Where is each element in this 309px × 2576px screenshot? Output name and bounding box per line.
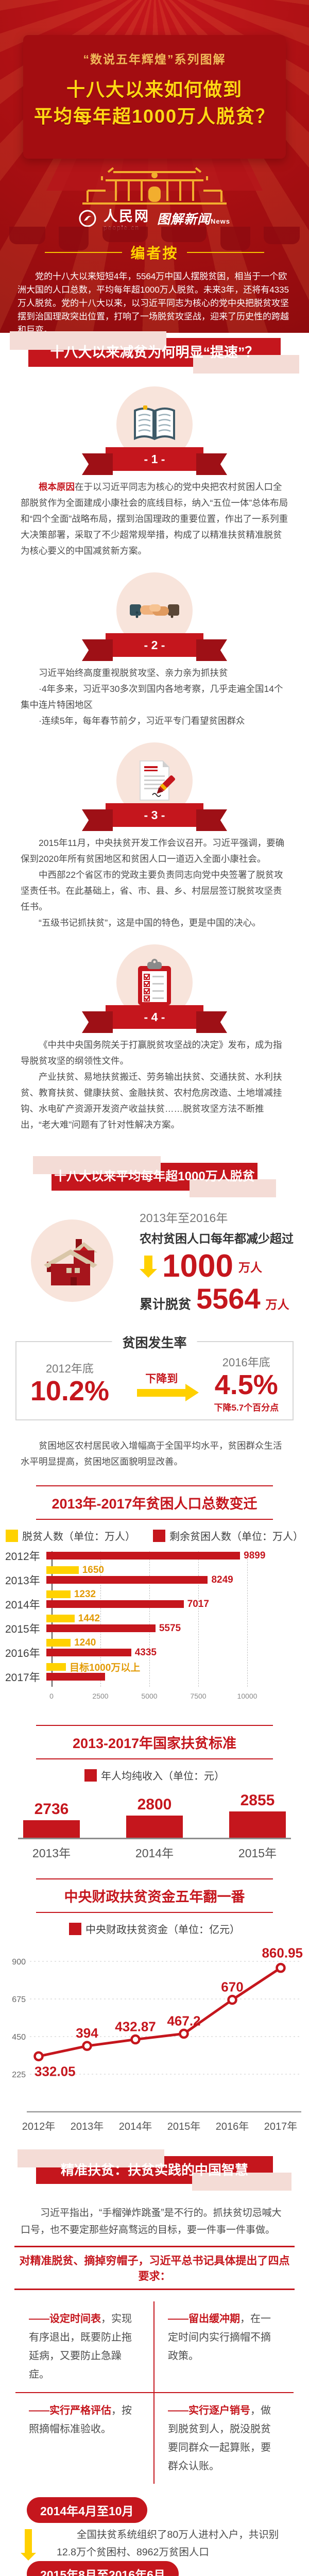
chart1-title: 2013年-2017年贫困人口总数变迁	[36, 1485, 273, 1520]
identification-timeline: 2014年4月至10月 全国扶贫系统组织了80万人进村入户，共识别12.8万个贫…	[0, 2497, 309, 2576]
right-arrow-icon	[136, 1383, 199, 1401]
poverty-population-chart: 0 2500 5000 7500 10000 2012年 9899 2013年 1650 8249…	[5, 1550, 266, 1701]
reason-3-section: - 3 - 2015年11月，中央扶贫开发工作会议召开。习近平强调，要确保到20…	[0, 742, 309, 931]
reason-2-section: - 2 - 习近平始终高度重视脱贫攻坚、亲力亲为抓扶贫 ·4年多来，习近平30多…	[0, 572, 309, 729]
brand-right: 图解新闻News	[157, 212, 230, 227]
poverty-reduction-stat: 2013年至2016年 农村贫困人口每年都减少超过 1000 万人 累计脱贫 5…	[15, 1208, 294, 1313]
requirement-cell: ——实行逐户销号，做到脱贫到人，脱没脱贫要同群众一起算账，要群众认账。	[168, 2405, 271, 2472]
stat-value-1000: 1000	[162, 1248, 233, 1284]
chart2-title: 2013-2017年国家扶贫标准	[36, 1725, 273, 1759]
timeline-period: 2015年8月至2016年6月	[27, 2561, 179, 2576]
svg-text:2014年: 2014年	[119, 2121, 152, 2132]
down-arrow-icon	[21, 2529, 36, 2561]
rate-2016: 4.5%	[214, 1369, 278, 1400]
four-requirements-header: 对精准脱贫、摘掉穷帽子，习近平总书记具体提出了四点要求：	[14, 2246, 295, 2290]
house-icon	[30, 1219, 113, 1302]
four-requirements-grid: ——设定时间表，实现有序退出，既要防止拖延病，又要防止急躁症。 ——留出缓冲期，…	[15, 2301, 294, 2484]
requirement-cell: ——留出缓冲期，在一定时间内实行摘帽不摘政策。	[154, 2301, 294, 2393]
editor-note-heading: 编者按	[130, 245, 179, 261]
svg-text:332.05: 332.05	[35, 2063, 76, 2079]
editor-note: 编者按 党的十八大以来短短4年，5564万中国人摆脱贫困，相当于一个欧洲大国的人…	[0, 242, 309, 333]
reason-1-text: 根本原因在于以习近平同志为核心的党中央把农村贫困人口全部脱贫作为全面建成小康社会…	[21, 482, 288, 556]
requirement-cell: ——设定时间表，实现有序退出，既要防止拖延病，又要防止急躁症。	[15, 2301, 154, 2393]
requirement-cell: ——实行严格评估，按照摘帽标准验收。	[15, 2393, 154, 2484]
page-title: 十八大以来如何做到 平均每年超1000万人脱贫？	[33, 79, 276, 127]
chart2-legend: 年人均纯收入（单位：元）	[0, 1768, 309, 1783]
stat-period: 2013年至2016年	[140, 1211, 228, 1225]
badge-1: - 1 -	[106, 447, 203, 471]
reason-3-para3: “五级书记抓扶贫”，这是中国的特色，更是中国的决心。	[39, 918, 261, 928]
badge-3: - 3 -	[106, 803, 203, 827]
chart1-legend: 脱贫人数（单位：万人） 剩余贫困人数（单位：万人）	[0, 1528, 309, 1543]
badge-4: - 4 -	[106, 1005, 203, 1029]
stat-desc: 农村贫困人口每年都减少超过	[140, 1232, 294, 1245]
timeline-item: 2014年4月至10月 全国扶贫系统组织了80万人进村入户，共识别12.8万个贫…	[0, 2497, 309, 2561]
income-growth-para: 贫困地区农村居民收入增幅高于全国平均水平，贫困群众生活水平明显提高，贫困地区面貌…	[21, 1440, 282, 1467]
central-funds-line-chart: 225 450 675 900 332.05 394 432.87 467.2 670 860.9…	[0, 1939, 309, 2143]
divider	[45, 252, 123, 253]
svg-text:450: 450	[12, 2033, 26, 2042]
poverty-standard-chart: 2736 2800 2855 2013年 2014年 2015年	[18, 1792, 291, 1861]
svg-text:2016年: 2016年	[216, 2121, 249, 2132]
title-card: “数说五年辉煌”系列图解 十八大以来如何做到 平均每年超1000万人脱贫？	[23, 35, 286, 159]
svg-text:2012年: 2012年	[22, 2121, 56, 2132]
svg-text:900: 900	[12, 1958, 26, 1967]
svg-text:225: 225	[12, 2071, 26, 2079]
reason-3-para1: 2015年11月，中央扶贫开发工作会议召开。习近平强调，要确保到2020年所有贫…	[21, 838, 285, 864]
svg-text:675: 675	[12, 1995, 26, 2004]
section-banner-targeted: 精准扶贫：扶贫实践的中国智慧	[18, 2149, 291, 2191]
svg-text:860.95: 860.95	[262, 1945, 303, 1961]
stat-texts: 2013年至2016年 农村贫困人口每年都减少超过 1000 万人 累计脱贫 5…	[140, 1208, 294, 1313]
poverty-rate-box: 贫困发生率 2012年底 10.2% 下降到 2016年底 4.5% 下降5.7…	[15, 1333, 294, 1420]
reason-3-para2: 中西部22个省区市的党政主要负责同志向党中央签署了脱贫攻坚责任书。在此基础上，省…	[21, 870, 283, 912]
svg-text:2015年: 2015年	[167, 2121, 201, 2132]
reason-2-line1: 习近平始终高度重视脱贫攻坚、亲力亲为抓扶贫	[39, 668, 228, 678]
timeline-period: 2014年4月至10月	[27, 2497, 147, 2523]
svg-text:2017年: 2017年	[264, 2121, 298, 2132]
chart3-legend: 中央财政扶贫资金（单位：亿元）	[0, 1921, 309, 1936]
divider	[186, 252, 264, 253]
reason-4-para2: 产业扶贫、易地扶贫搬迁、劳务输出扶贫、交通扶贫、水利扶贫、教育扶贫、健康扶贫、金…	[21, 1072, 282, 1130]
reason-4-section: - 4 - 《中共中央国务院关于打赢脱贫攻坚战的决定》发布，成为指导脱贫攻坚的纲…	[0, 944, 309, 1133]
hero-banner: “数说五年辉煌”系列图解 十八大以来如何做到 平均每年超1000万人脱贫？	[0, 0, 309, 333]
rate-box-title: 贫困发生率	[112, 1333, 197, 1351]
people-cn-mark-icon	[79, 210, 96, 227]
editor-note-body: 党的十八大以来短短4年，5564万中国人摆脱贫困，相当于一个欧洲大国的人口总数，…	[18, 272, 289, 333]
series-label: “数说五年辉煌”系列图解	[83, 53, 226, 66]
reason-1-section: - 1 - 根本原因在于以习近平同志为核心的党中央把农村贫困人口全部脱贫作为全面…	[0, 386, 309, 559]
section-banner-1000w: 十八大以来平均每年超1000万人脱贫	[33, 1156, 276, 1197]
pillar-decorations	[0, 227, 309, 250]
badge-2: - 2 -	[106, 633, 203, 657]
timeline-item: 2015年8月至2016年6月 全国扶贫系统动员近200万人开展建档立卡“回头看…	[0, 2561, 309, 2576]
down-arrow-icon	[140, 1255, 157, 1278]
chart3-title: 中央财政扶贫资金五年翻一番	[36, 1878, 273, 1913]
stat-value-5564: 5564	[196, 1282, 261, 1315]
reason-2-line3: ·连续5年，每年春节前夕，习近平专门看望贫困群众	[39, 716, 245, 726]
svg-text:670: 670	[221, 1979, 243, 1995]
svg-text:394: 394	[76, 2025, 98, 2041]
reason-2-line2: ·4年多来，习近平30多次到国内各地考察，几乎走遍全国14个集中连片特困地区	[21, 684, 283, 710]
tiananmen-icon	[82, 167, 227, 205]
svg-text:432.87: 432.87	[115, 2019, 156, 2035]
svg-text:467.2: 467.2	[167, 2013, 200, 2028]
rate-2012: 10.2%	[30, 1376, 109, 1407]
svg-text:2013年: 2013年	[71, 2121, 104, 2132]
section-banner-why-speedup: 十八大以来减贫为何明显“提速”？	[10, 331, 299, 374]
reason-4-para1: 《中共中央国务院关于打赢脱贫攻坚战的决定》发布，成为指导脱贫攻坚的纲领性文件。	[21, 1040, 282, 1066]
xi-quote-para: 习近平指出，“手榴弹炸跳蚤”是不行的。抓扶贫切忌喊大口号，也不要定那些好高骛远的…	[21, 2208, 282, 2235]
